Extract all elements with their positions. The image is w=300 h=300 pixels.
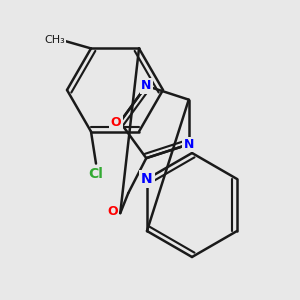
Text: N: N (184, 138, 194, 151)
Text: N: N (141, 80, 152, 92)
Text: CH₃: CH₃ (45, 35, 65, 45)
Text: O: O (107, 205, 118, 218)
Text: Cl: Cl (88, 167, 104, 181)
Text: N: N (141, 172, 153, 186)
Text: O: O (111, 116, 121, 128)
